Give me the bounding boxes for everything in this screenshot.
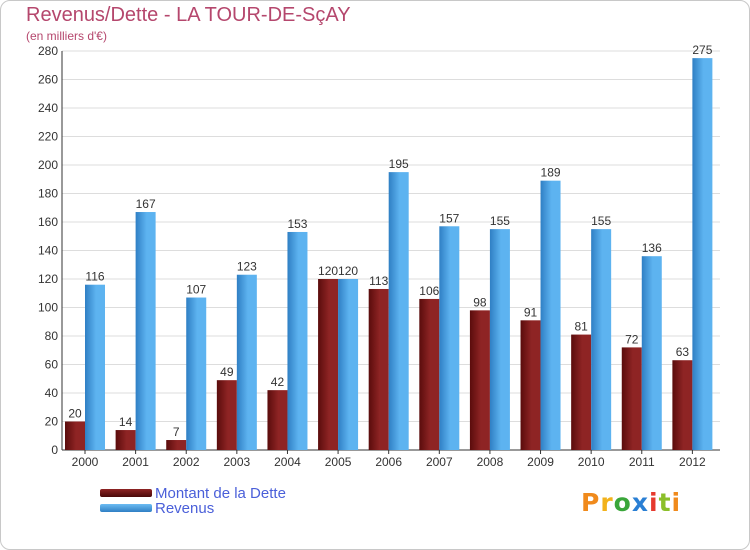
- data-label: 20: [68, 407, 82, 421]
- logo-letter: o: [613, 488, 632, 517]
- data-label: 153: [287, 217, 307, 231]
- x-tick-label: 2011: [629, 455, 655, 469]
- legend-swatch-dette: [100, 489, 152, 497]
- data-label: 42: [271, 375, 285, 389]
- data-label: 155: [490, 214, 510, 228]
- bar-revenus-2012: [692, 58, 713, 450]
- data-label: 7: [173, 425, 180, 439]
- data-label: 98: [473, 295, 487, 309]
- data-label: 275: [692, 43, 712, 57]
- y-tick-label: 140: [38, 244, 58, 258]
- y-tick-label: 260: [38, 73, 58, 87]
- y-tick-label: 120: [38, 272, 58, 286]
- logo-letter: r: [600, 488, 614, 517]
- y-tick-label: 200: [38, 158, 58, 172]
- y-tick-label: 60: [45, 358, 59, 372]
- data-label: 113: [369, 274, 388, 288]
- x-tick-label: 2005: [325, 455, 352, 469]
- bar-dette-2009: [520, 320, 541, 450]
- x-tick-label: 2004: [274, 455, 301, 469]
- logo-letter: i: [649, 488, 659, 517]
- x-tick-label: 2010: [578, 455, 605, 469]
- x-tick-label: 2003: [223, 455, 250, 469]
- bar-revenus-2005: [338, 279, 359, 450]
- x-tick-label: 2007: [426, 455, 453, 469]
- bar-revenus-2009: [540, 180, 561, 451]
- data-label: 107: [186, 283, 206, 297]
- bar-revenus-2001: [135, 212, 156, 450]
- y-tick-label: 220: [38, 130, 58, 144]
- proxiti-logo: Proxiti: [581, 488, 681, 517]
- data-label: 49: [220, 365, 234, 379]
- y-tick-label: 0: [51, 443, 58, 457]
- y-tick-label: 160: [38, 215, 58, 229]
- data-label: 195: [389, 157, 409, 171]
- x-tick-label: 2002: [173, 455, 200, 469]
- y-tick-label: 280: [38, 44, 58, 58]
- y-tick-label: 100: [38, 301, 58, 315]
- legend-label-revenus: Revenus: [155, 500, 215, 517]
- chart-title: Revenus/Dette - LA TOUR-DE-SçAY: [26, 4, 351, 26]
- data-label: 116: [85, 270, 104, 284]
- logo-letter: i: [671, 488, 682, 517]
- logo-letter: x: [631, 488, 649, 517]
- bar-dette-2003: [216, 380, 237, 450]
- data-label: 91: [524, 305, 538, 319]
- x-tick-label: 2001: [122, 455, 149, 469]
- data-label: 167: [136, 197, 156, 211]
- bar-dette-2001: [115, 430, 136, 450]
- bar-revenus-2003: [236, 274, 257, 450]
- data-label: 72: [625, 332, 639, 346]
- bar-dette-2007: [419, 298, 440, 450]
- bar-revenus-2011: [641, 256, 662, 450]
- data-label: 106: [419, 284, 439, 298]
- x-tick-label: 2000: [72, 455, 99, 469]
- bar-revenus-2000: [85, 284, 105, 450]
- logo-letter: t: [658, 488, 672, 517]
- bar-dette-2012: [672, 360, 693, 450]
- bar-revenus-2008: [489, 229, 510, 450]
- data-label: 63: [676, 345, 690, 359]
- y-tick-label: 20: [45, 415, 59, 429]
- bar-revenus-2007: [439, 226, 460, 450]
- legend-swatch-revenus: [100, 504, 152, 512]
- bar-dette-2006: [368, 288, 389, 450]
- data-label: 120: [338, 264, 358, 278]
- y-tick-label: 40: [45, 386, 59, 400]
- y-tick-label: 180: [38, 187, 58, 201]
- logo-letter: P: [581, 488, 601, 517]
- bar-revenus-2006: [388, 172, 409, 450]
- bar-dette-2004: [267, 390, 288, 450]
- legend-label-dette: Montant de la Dette: [155, 485, 286, 502]
- data-label: 123: [237, 260, 257, 274]
- data-label: 189: [541, 166, 561, 180]
- data-label: 155: [591, 214, 611, 228]
- bar-revenus-2010: [591, 229, 612, 450]
- bar-revenus-2002: [186, 297, 207, 450]
- y-tick-label: 240: [38, 101, 58, 115]
- y-tick-label: 80: [45, 329, 59, 343]
- data-label: 14: [119, 415, 133, 429]
- chart-subtitle: (en milliers d'€): [26, 29, 107, 43]
- data-label: 136: [642, 241, 662, 255]
- bar-dette-2000: [65, 421, 85, 450]
- bar-dette-2005: [318, 279, 339, 450]
- bar-dette-2008: [469, 310, 490, 450]
- bar-revenus-2004: [287, 231, 308, 450]
- x-tick-label: 2009: [527, 455, 554, 469]
- bar-dette-2002: [166, 440, 187, 450]
- x-tick-label: 2006: [375, 455, 402, 469]
- data-label: 81: [574, 320, 588, 334]
- bar-dette-2011: [621, 347, 642, 450]
- bar-dette-2010: [571, 334, 592, 450]
- data-label: 120: [318, 264, 338, 278]
- x-tick-label: 2008: [477, 455, 504, 469]
- data-label: 157: [439, 211, 459, 225]
- x-tick-label: 2012: [679, 455, 706, 469]
